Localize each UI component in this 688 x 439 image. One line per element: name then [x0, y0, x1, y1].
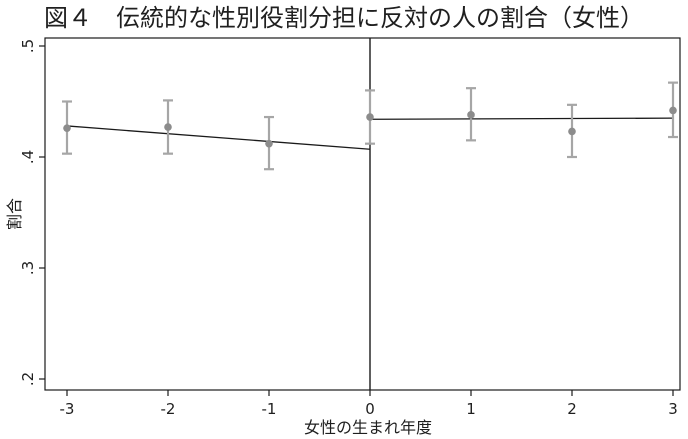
- data-point: [63, 124, 71, 132]
- x-tick-label: -2: [161, 400, 176, 418]
- x-tick-label: 2: [567, 400, 577, 418]
- data-point: [467, 111, 475, 119]
- y-tick-label: .4: [19, 150, 37, 164]
- data-point: [366, 113, 374, 121]
- y-tick-label: .3: [19, 261, 37, 275]
- plot-frame: [44, 37, 681, 391]
- y-tick-label: .5: [19, 39, 37, 53]
- fit-line-2: [369, 117, 674, 120]
- data-point: [669, 106, 677, 115]
- x-axis: -3 -2 -1 0 1 2 3: [60, 390, 678, 418]
- x-tick-label: 0: [365, 400, 375, 418]
- y-axis: .2 .3 .4 .5: [19, 39, 45, 386]
- chart-title: 図４ 伝統的な性別役割分担に反対の人の割合（女性）: [44, 4, 644, 32]
- x-tick-label: 3: [668, 400, 678, 418]
- data-point: [265, 139, 273, 148]
- x-axis-label: 女性の生まれ年度: [304, 418, 432, 437]
- y-tick-label: .2: [19, 372, 37, 386]
- fit-line-1: [66, 125, 371, 150]
- x-tick-label: -1: [262, 400, 277, 418]
- y-axis-label: 割合: [5, 198, 24, 230]
- data-point: [568, 127, 576, 136]
- x-tick-label: -3: [60, 400, 75, 418]
- data-points: [63, 106, 677, 148]
- fit-lines: [66, 117, 674, 150]
- data-point: [164, 123, 172, 131]
- x-tick-label: 1: [466, 400, 476, 418]
